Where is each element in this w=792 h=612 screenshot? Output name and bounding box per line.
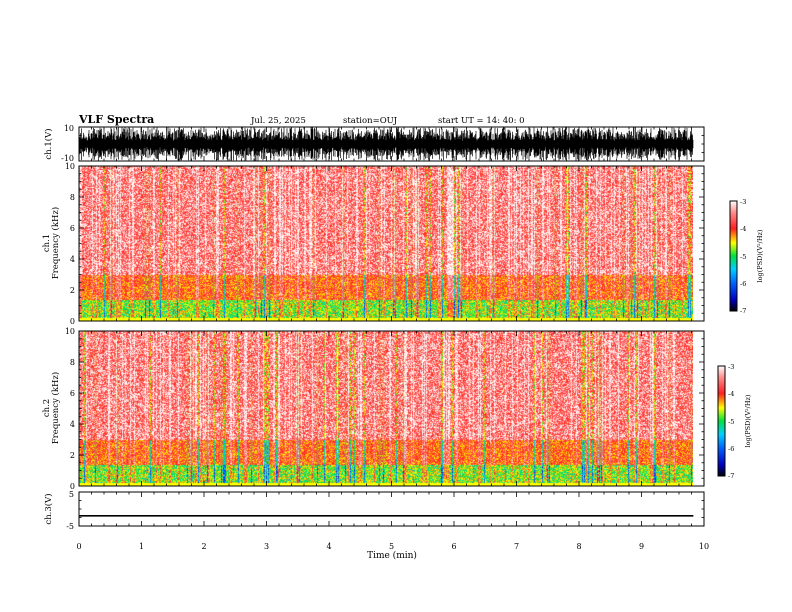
ch2-cb-tick-5: -5 xyxy=(728,418,734,426)
ch1-colorbar-frame xyxy=(729,200,738,312)
ch1-spectrogram-ylabel-2: Frequency (kHz) xyxy=(50,207,61,279)
time-tick-label-3: 3 xyxy=(264,542,269,551)
ch1-ytick-8: 8 xyxy=(70,193,75,202)
ch1-cb-tick-6: -6 xyxy=(740,280,746,288)
time-axis-label: Time (min) xyxy=(367,550,417,561)
ch2-cb-tick-3: -3 xyxy=(728,363,734,371)
ch1-ytick-2: 2 xyxy=(70,286,75,295)
time-tick-label-0: 0 xyxy=(76,542,81,551)
ch1-colorbar xyxy=(730,201,737,311)
time-axis-tick-labels: 0 1 2 3 4 5 6 7 8 9 10 xyxy=(76,542,709,551)
ch2-spectrogram-panel: 0 2 4 6 8 10 ch.2 Frequency (kHz) -3 -4 … xyxy=(42,327,752,491)
ch1-waveform-panel: 10 -10 ch.1(V) xyxy=(43,124,705,163)
ch1-cb-tick-7: -7 xyxy=(740,307,746,315)
ch3-waveform-panel: 5 -5 ch.3(V) 0 1 2 3 4 5 6 7 8 9 10 Time (min) xyxy=(43,490,709,561)
ch2-ytick-4: 4 xyxy=(70,420,75,429)
ch2-cb-tick-6: -6 xyxy=(728,445,734,453)
ch3-ytick-top: 5 xyxy=(69,490,74,499)
station-label: station=OUJ xyxy=(343,116,398,126)
ch2-spectrogram-ticks xyxy=(78,330,705,487)
ch1-ytick-bottom: -10 xyxy=(61,154,74,163)
ch1-spectrogram-panel: 0 2 4 6 8 10 ch.1 Frequency (kHz) -3 -4 … xyxy=(42,162,764,326)
ch2-ytick-0: 0 xyxy=(70,482,75,491)
ch1-ytick-4: 4 xyxy=(70,255,75,264)
ch1-spectrogram-ylabel-1: ch.1 xyxy=(42,234,52,252)
ch1-cb-tick-4: -4 xyxy=(740,225,746,233)
time-tick-label-1: 1 xyxy=(139,542,144,551)
ch1-ytick-0: 0 xyxy=(70,317,75,326)
ch3-waveform-ylabel: ch.3(V) xyxy=(43,493,54,524)
ch2-ytick-2: 2 xyxy=(70,451,75,460)
ch1-cb-tick-3: -3 xyxy=(740,198,746,206)
ch2-spectrogram-ylabel-1: ch.2 xyxy=(42,399,52,417)
ch1-spectrogram-yticks: 0 2 4 6 8 10 xyxy=(65,162,75,326)
ch3-waveform-frame xyxy=(78,491,705,527)
ch2-colorbar xyxy=(718,366,725,476)
time-tick-label-7: 7 xyxy=(514,542,519,551)
time-tick-label-8: 8 xyxy=(576,542,581,551)
ch1-waveform-trace xyxy=(79,127,694,161)
time-tick-label-9: 9 xyxy=(639,542,644,551)
ch1-ytick-top: 10 xyxy=(64,124,74,133)
ch1-waveform-ticks xyxy=(78,126,705,162)
date-label: Jul. 25, 2025 xyxy=(250,116,306,126)
ch2-cb-tick-4: -4 xyxy=(728,390,734,398)
ch2-spectrogram-ylabel-2: Frequency (kHz) xyxy=(50,372,61,444)
time-tick-label-10: 10 xyxy=(699,542,709,551)
ch3-ytick-bottom: -5 xyxy=(66,522,74,531)
ch1-waveform-ylabel: ch.1(V) xyxy=(43,128,54,159)
ch1-spectrogram-ticks xyxy=(78,165,705,322)
time-tick-label-5: 5 xyxy=(389,542,394,551)
ch2-spectrogram-yticks: 0 2 4 6 8 10 xyxy=(65,327,75,491)
ch1-colorbar-label: log(PSD)(V²/Hz) xyxy=(756,229,764,282)
ch2-colorbar-label: log(PSD)(V²/Hz) xyxy=(744,394,752,447)
time-tick-label-4: 4 xyxy=(326,542,331,551)
ch2-spectrogram-image xyxy=(79,331,693,486)
ch1-cb-tick-5: -5 xyxy=(740,253,746,261)
ch2-colorbar-frame xyxy=(717,365,726,477)
ch2-ytick-8: 8 xyxy=(70,358,75,367)
ch3-waveform-ticks xyxy=(78,491,705,527)
start-ut-label: start UT = 14: 40: 0 xyxy=(438,116,525,126)
ch1-ytick-6: 6 xyxy=(70,224,75,233)
ch2-cb-tick-7: -7 xyxy=(728,472,734,480)
ch2-ytick-6: 6 xyxy=(70,389,75,398)
time-tick-label-6: 6 xyxy=(451,542,456,551)
ch1-spectrogram-image xyxy=(79,166,693,321)
figure-title: VLF Spectra xyxy=(78,113,154,126)
time-tick-label-2: 2 xyxy=(201,542,206,551)
ch1-ytick-10: 10 xyxy=(65,162,75,171)
ch2-ytick-10: 10 xyxy=(65,327,75,336)
